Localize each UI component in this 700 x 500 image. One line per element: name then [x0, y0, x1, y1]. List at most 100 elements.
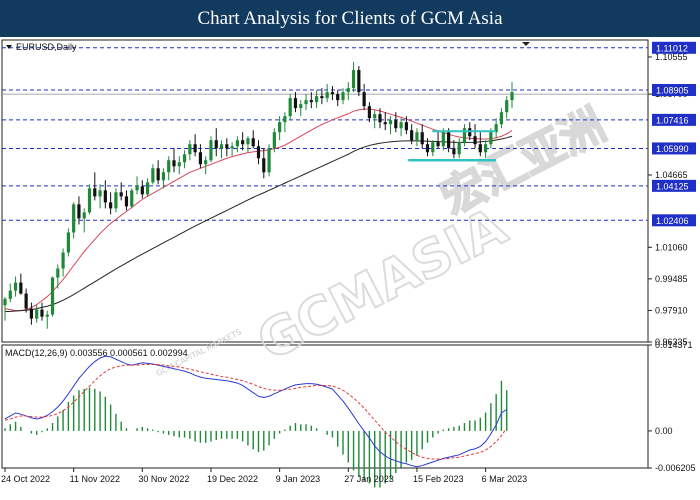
candle-body	[478, 144, 482, 153]
candle-body	[288, 98, 292, 117]
candle-body	[98, 190, 102, 197]
candle-body	[77, 204, 81, 219]
candle-body	[505, 100, 509, 113]
candle-body	[29, 308, 34, 319]
macd-y-tick-label: 0.00	[655, 426, 673, 436]
candle-body	[198, 152, 203, 165]
candle-body	[50, 277, 55, 315]
candle-body	[394, 120, 398, 129]
candle-body	[510, 92, 514, 101]
candle-body	[373, 114, 377, 119]
candle-body	[404, 122, 408, 131]
candle-body	[420, 132, 424, 145]
candle-body	[219, 144, 224, 149]
candle-body	[241, 140, 245, 145]
candle-body	[87, 188, 92, 213]
candle-body	[262, 158, 266, 173]
level-label-box	[652, 214, 696, 227]
candle-body	[135, 186, 139, 191]
candle-body	[182, 154, 187, 163]
candle-body	[330, 92, 335, 95]
candle-body	[56, 268, 60, 278]
y-tick-label: 1.01060	[655, 242, 688, 252]
candle-body	[431, 142, 435, 153]
macd-y-tick-label: 0.014371	[655, 340, 693, 350]
candle-body	[346, 88, 350, 93]
candle-body	[314, 96, 319, 103]
candle-body	[341, 92, 345, 101]
candle-body	[161, 172, 166, 181]
candle-body	[172, 160, 176, 167]
candle-body	[167, 160, 171, 173]
level-label: 1.05990	[656, 144, 689, 154]
candle-body	[378, 114, 382, 123]
level-label: 1.02406	[656, 216, 689, 226]
candle-body	[177, 162, 181, 167]
candle-body	[225, 144, 229, 149]
candle-body	[447, 132, 451, 149]
x-tick-label: 11 Nov 2022	[70, 474, 120, 484]
x-tick-label: 15 Feb 2023	[413, 474, 464, 484]
candle-body	[457, 142, 461, 155]
candle-body	[325, 92, 329, 99]
candle-body	[209, 140, 213, 161]
x-tick-label: 30 Nov 2022	[138, 474, 189, 484]
candle-body	[425, 144, 430, 153]
y-tick-label: 0.99485	[655, 274, 688, 284]
candle-body	[8, 290, 12, 299]
macd-y-tick-label: -0.006205	[655, 463, 696, 473]
level-label-box	[652, 113, 696, 126]
y-tick-label: 1.04665	[655, 170, 688, 180]
candle-body	[124, 196, 129, 207]
level-label-box	[652, 84, 696, 97]
level-label: 1.11012	[656, 43, 688, 53]
level-label: 1.08905	[656, 86, 689, 96]
candle-body	[267, 148, 271, 173]
candle-body	[399, 122, 403, 129]
dropdown-arrow-icon[interactable]	[6, 45, 12, 49]
candle-body	[93, 188, 97, 197]
candle-body	[256, 146, 261, 159]
candle-body	[473, 136, 477, 145]
x-tick-label: 19 Dec 2022	[207, 474, 258, 484]
candle-body	[436, 142, 440, 147]
y-tick-label: 0.97910	[655, 305, 688, 315]
candle-body	[204, 160, 208, 165]
candle-body	[293, 98, 298, 109]
y-tick-label: 0.96335	[655, 337, 688, 347]
candle-body	[151, 168, 155, 183]
scroll-end-icon[interactable]	[522, 42, 530, 46]
candle-body	[272, 132, 276, 149]
candle-body	[494, 124, 498, 133]
candle-body	[499, 112, 504, 125]
candle-body	[283, 116, 287, 123]
level-label-box	[652, 142, 696, 155]
candle-body	[235, 140, 239, 147]
macd-pane[interactable]	[1, 344, 649, 469]
candle-body	[304, 100, 308, 105]
candle-body	[415, 132, 419, 141]
candle-body	[19, 282, 23, 294]
candle-body	[130, 190, 134, 207]
candle-body	[103, 190, 107, 203]
x-tick-label: 9 Jan 2023	[276, 474, 321, 484]
y-tick-label: 1.10555	[655, 52, 688, 62]
candle-body	[336, 94, 340, 101]
candle-body	[24, 293, 28, 309]
candle-body	[489, 132, 493, 145]
macd-label: MACD(12,26,9) 0.003556 0.000561 0.002994	[5, 348, 188, 358]
candle-body	[367, 106, 372, 119]
macd-line	[4, 355, 507, 468]
banner-title: Chart Analysis for Clients of GCM Asia	[0, 0, 700, 37]
candle-body	[66, 232, 70, 253]
candle-body	[362, 92, 366, 107]
level-label: 1.07416	[656, 115, 689, 125]
candle-body	[45, 314, 49, 317]
candle-body	[483, 144, 488, 153]
candle-body	[140, 186, 144, 195]
candle-body	[230, 146, 234, 149]
candle-body	[441, 132, 445, 147]
x-tick-label: 24 Oct 2022	[1, 474, 50, 484]
signal-line	[4, 364, 508, 460]
